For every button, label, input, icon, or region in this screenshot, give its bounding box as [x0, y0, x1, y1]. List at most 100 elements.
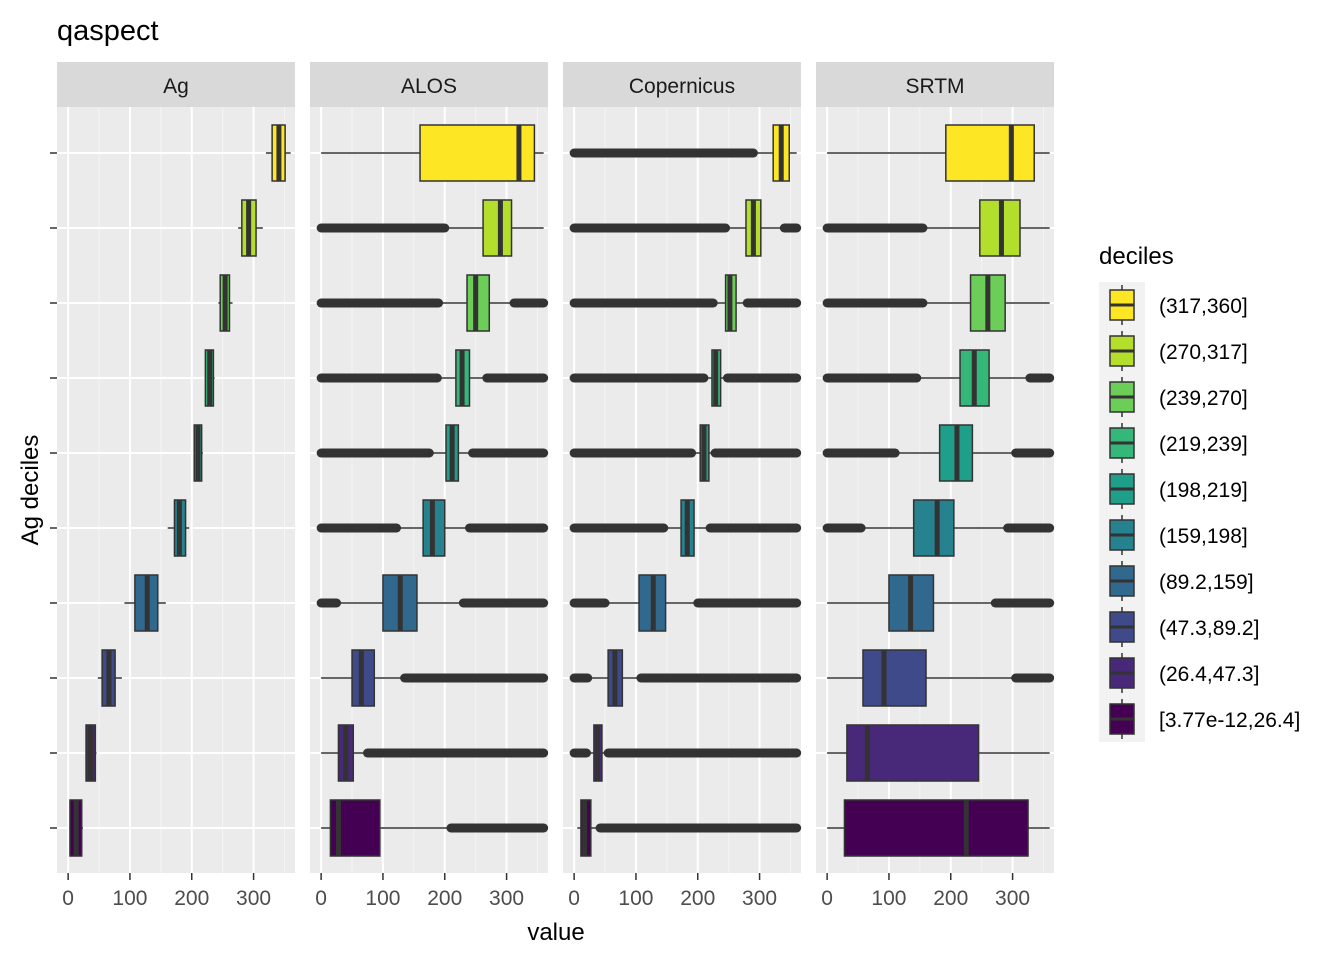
- legend-item: (317,360]: [1109, 285, 1248, 325]
- box-(159,198]: [167, 499, 190, 557]
- legend-item: (219,239]: [1109, 423, 1248, 463]
- x-axis-label: value: [527, 919, 584, 946]
- box-(239,270]: [822, 274, 1050, 332]
- box-(159,198]: [569, 499, 802, 557]
- legend: deciles (317,360] (270,317] (239,270] (219,…: [1099, 243, 1300, 742]
- box-(47.3,89.2]: [321, 649, 549, 707]
- legend-label: (198,219]: [1159, 479, 1248, 502]
- box-(26.4,47.3]: [321, 724, 549, 782]
- box-(317,360]: [321, 124, 544, 182]
- legend-item: (159,198]: [1109, 515, 1248, 555]
- box-(89.2,159]: [316, 574, 549, 632]
- facet-strip-background: [57, 62, 295, 107]
- y-axis-ticks: [50, 152, 57, 829]
- legend-items: (317,360] (270,317] (239,270] (219,239] (198…: [1099, 282, 1300, 742]
- legend-item: (239,270]: [1109, 377, 1248, 417]
- x-tick-label: 300: [236, 887, 271, 910]
- x-tick-label: 300: [995, 887, 1030, 910]
- legend-title: deciles: [1099, 243, 1174, 270]
- x-tick-label: 0: [62, 887, 74, 910]
- x-tick-label: 0: [821, 887, 833, 910]
- x-tick-label: 300: [742, 887, 777, 910]
- box-(239,270]: [569, 274, 802, 332]
- box-(219,239]: [316, 349, 549, 407]
- x-tick-label: 100: [365, 887, 400, 910]
- x-tick-label: 200: [680, 887, 715, 910]
- facet-strip-background: [816, 62, 1054, 107]
- box-(47.3,89.2]: [97, 649, 122, 707]
- legend-label: (317,360]: [1159, 295, 1248, 318]
- panel-srtm: SRTM 0 100 200 300: [816, 62, 1055, 910]
- box-iqr: [862, 649, 927, 707]
- box-(270,317]: [238, 199, 263, 257]
- box-(239,270]: [316, 274, 549, 332]
- panel-copernicus: Copernicus 0 100 200 300: [563, 62, 802, 910]
- box-(198,219]: [822, 424, 1055, 482]
- box-(89.2,159]: [124, 574, 166, 632]
- box-iqr: [419, 124, 536, 182]
- facet-strip-label: Ag: [163, 75, 189, 98]
- box-(270,317]: [822, 199, 1050, 257]
- y-axis-label: Ag deciles: [17, 435, 44, 546]
- legend-item: (89.2,159]: [1109, 561, 1254, 601]
- box-(317,360]: [265, 124, 291, 182]
- facet-strip-background: [310, 62, 548, 107]
- box-(270,317]: [316, 199, 544, 257]
- box-[3.77e-12,26.4]: [577, 799, 802, 857]
- x-tick-label: 100: [871, 887, 906, 910]
- box-[3.77e-12,26.4]: [69, 799, 83, 857]
- box-(270,317]: [569, 199, 802, 257]
- legend-label: (270,317]: [1159, 341, 1248, 364]
- box-(317,360]: [827, 124, 1050, 182]
- legend-label: (89.2,159]: [1159, 571, 1254, 594]
- facet-strip-label: ALOS: [401, 75, 457, 98]
- x-tick-label: 100: [618, 887, 653, 910]
- legend-item: (47.3,89.2]: [1109, 607, 1259, 647]
- legend-item: [3.77e-12,26.4]: [1109, 699, 1300, 739]
- legend-item: (270,317]: [1109, 331, 1248, 371]
- box-(89.2,159]: [827, 574, 1055, 632]
- facet-strip-label: SRTM: [905, 75, 964, 98]
- legend-label: (239,270]: [1159, 387, 1248, 410]
- box-(47.3,89.2]: [827, 649, 1055, 707]
- x-tick-label: 300: [489, 887, 524, 910]
- x-tick-label: 200: [933, 887, 968, 910]
- facet-strip-background: [563, 62, 801, 107]
- box-(159,198]: [822, 499, 1055, 557]
- facet-strip-label: Copernicus: [629, 75, 735, 98]
- box-[3.77e-12,26.4]: [321, 799, 549, 857]
- legend-item: (26.4,47.3]: [1109, 653, 1259, 693]
- box-iqr: [482, 199, 513, 257]
- box-(89.2,159]: [569, 574, 802, 632]
- facet-panels: Ag 0 100 200 300 ALOS 0 100 200 300 Copernicus 0 100…: [50, 62, 1055, 910]
- chart-title: qaspect: [57, 15, 159, 47]
- legend-label: (159,198]: [1159, 525, 1248, 548]
- box-(47.3,89.2]: [569, 649, 802, 707]
- box-iqr: [843, 799, 1029, 857]
- legend-label: (26.4,47.3]: [1159, 663, 1259, 686]
- box-(26.4,47.3]: [85, 724, 97, 782]
- box-(198,219]: [569, 424, 802, 482]
- x-tick-label: 0: [315, 887, 327, 910]
- box-(198,219]: [193, 424, 203, 482]
- box-iqr: [945, 124, 1035, 182]
- box-(198,219]: [316, 424, 549, 482]
- box-(219,239]: [204, 349, 215, 407]
- panel-ag: Ag 0 100 200 300: [57, 62, 295, 910]
- x-tick-label: 100: [112, 887, 147, 910]
- box-(219,239]: [822, 349, 1055, 407]
- x-tick-label: 0: [568, 887, 580, 910]
- box-(26.4,47.3]: [827, 724, 1050, 782]
- box-[3.77e-12,26.4]: [827, 799, 1050, 857]
- box-(239,270]: [218, 274, 233, 332]
- box-iqr: [912, 499, 955, 557]
- x-tick-label: 200: [174, 887, 209, 910]
- legend-label: [3.77e-12,26.4]: [1159, 709, 1300, 732]
- legend-label: (219,239]: [1159, 433, 1248, 456]
- box-(26.4,47.3]: [569, 724, 802, 782]
- panel-alos: ALOS 0 100 200 300: [310, 62, 549, 910]
- box-(317,360]: [569, 124, 797, 182]
- box-(159,198]: [316, 499, 549, 557]
- box-(219,239]: [569, 349, 802, 407]
